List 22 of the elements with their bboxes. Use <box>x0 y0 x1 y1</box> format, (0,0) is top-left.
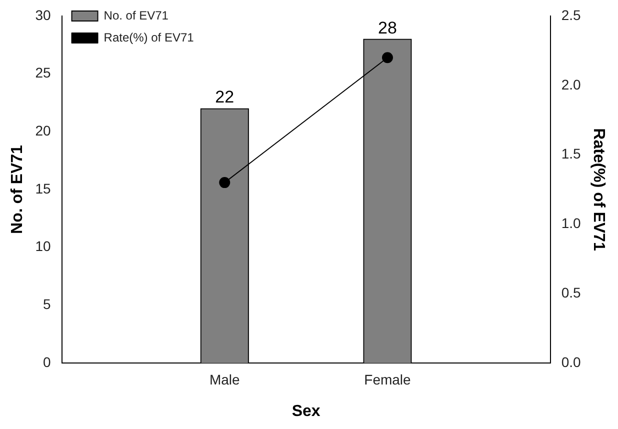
y-tick-label: 20 <box>35 122 51 139</box>
y2-tick-label: 2.5 <box>561 6 582 23</box>
y2-tick-label: 0.5 <box>561 284 582 300</box>
legend-label: No. of EV71 <box>104 8 169 22</box>
y-tick-label: 30 <box>35 6 51 23</box>
y-tick-label: 15 <box>35 180 51 196</box>
legend-label: Rate(%) of EV71 <box>104 30 194 44</box>
y2-tick-label: 2.0 <box>561 76 582 92</box>
x-axis-title: Sex <box>292 402 320 420</box>
y2-tick-label: 1.0 <box>561 215 582 232</box>
y-tick-label: 0 <box>42 354 51 370</box>
y2-axis-title: Rate(%) of EV71 <box>590 128 607 251</box>
x-tick-label: Male <box>209 371 240 388</box>
y-tick-label: 25 <box>35 64 51 81</box>
y-tick-label: 10 <box>35 238 51 254</box>
y2-tick-label: 1.5 <box>561 146 582 162</box>
x-tick-label: Female <box>364 371 412 388</box>
y-axis-title: No. of EV71 <box>9 144 26 234</box>
data-label: 22 <box>215 88 234 107</box>
y-tick-label: 5 <box>42 296 51 312</box>
y2-tick-label: 0.0 <box>561 354 582 370</box>
data-label: 28 <box>378 18 397 38</box>
